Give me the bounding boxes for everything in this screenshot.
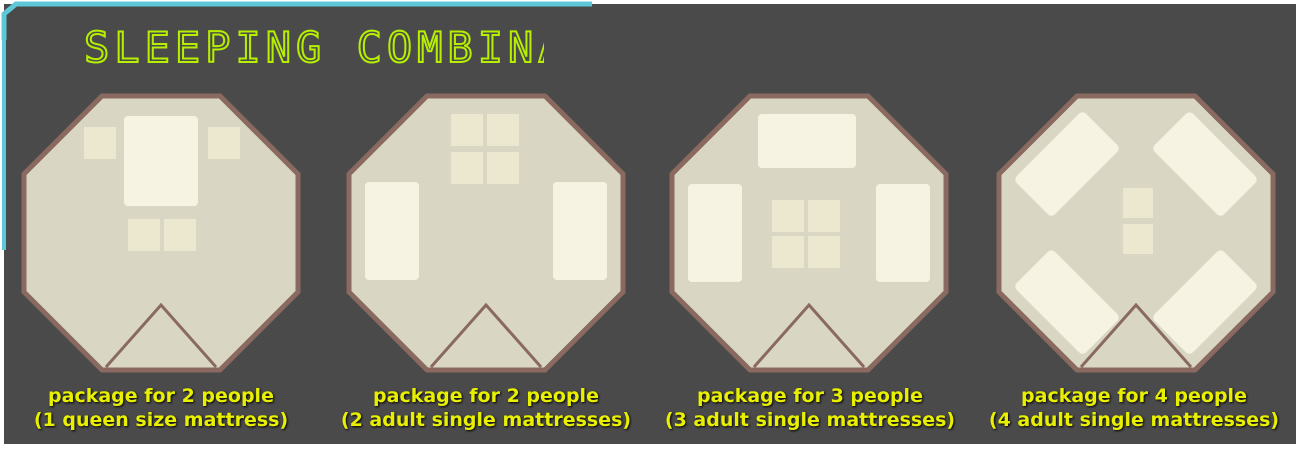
page-title: SLEEPING COMBINATIONS	[84, 22, 544, 73]
package-subtitle: (4 adult single mattresses)	[988, 409, 1280, 431]
cushion	[451, 152, 483, 184]
cushion	[128, 219, 160, 251]
cushion	[487, 114, 519, 146]
package-title: package for 4 people	[1021, 385, 1247, 407]
package-title: package for 2 people	[373, 385, 599, 407]
cushion	[808, 200, 840, 232]
single-mattress	[553, 182, 607, 280]
single-mattress	[758, 114, 856, 168]
tent-door	[104, 302, 218, 368]
cushion	[1123, 188, 1153, 218]
tent-diagram-four-singles	[996, 93, 1276, 373]
cushion	[208, 127, 240, 159]
cushion	[772, 236, 804, 268]
cushion	[451, 114, 483, 146]
package-title: package for 3 people	[697, 385, 923, 407]
package-subtitle: (1 queen size mattress)	[33, 409, 289, 431]
tent-door	[1079, 302, 1193, 368]
page-title-text: SLEEPING COMBINATIONS	[84, 23, 544, 72]
single-mattress	[1153, 250, 1257, 354]
package-subtitle: (3 adult single mattresses)	[664, 409, 956, 431]
package-caption: package for 4 people (4 adult single mat…	[964, 384, 1300, 432]
single-mattress	[365, 182, 419, 280]
single-mattress	[876, 184, 930, 282]
package-subtitle: (2 adult single mattresses)	[340, 409, 632, 431]
tent-floor	[669, 93, 949, 373]
package-caption: package for 2 people (2 adult single mat…	[316, 384, 656, 432]
single-mattress	[1015, 250, 1119, 354]
tent-floor	[21, 93, 301, 373]
single-mattress	[1015, 112, 1119, 216]
tent-diagram-three-singles	[669, 93, 949, 373]
tent-door	[429, 302, 543, 368]
package-title: package for 2 people	[48, 385, 274, 407]
cushion	[164, 219, 196, 251]
single-mattress	[688, 184, 742, 282]
queen-mattress	[124, 116, 198, 206]
single-mattress	[1153, 112, 1257, 216]
cushion	[487, 152, 519, 184]
tent-diagram-two-singles	[346, 93, 626, 373]
tent-door	[752, 302, 866, 368]
tent-diagram-queen	[21, 93, 301, 373]
cushion	[1123, 224, 1153, 254]
package-caption: package for 2 people (1 queen size mattr…	[0, 384, 331, 432]
cushion	[808, 236, 840, 268]
package-caption: package for 3 people (3 adult single mat…	[640, 384, 980, 432]
cushion	[84, 127, 116, 159]
tent-floor	[346, 93, 626, 373]
cushion	[772, 200, 804, 232]
